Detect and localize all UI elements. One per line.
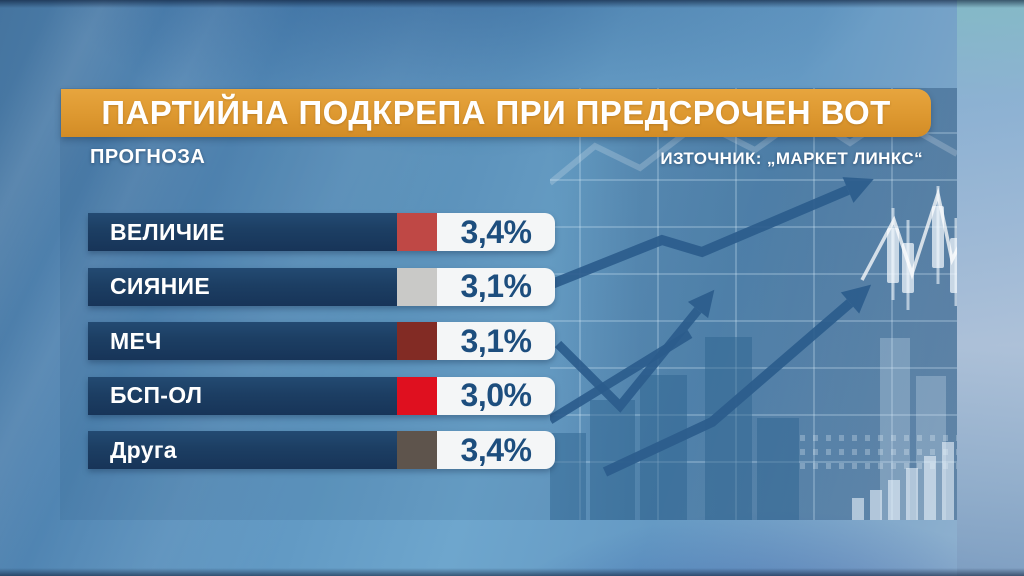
result-row-velichie: ВЕЛИЧИЕ 3,4% [88, 213, 555, 251]
value-label: 3,1% [460, 268, 532, 304]
party-label: МЕЧ [110, 327, 162, 354]
party-name-bar: БСП-ОЛ [88, 376, 397, 415]
party-name-bar: ВЕЛИЧИЕ [88, 213, 397, 251]
value-label: 3,1% [460, 322, 532, 359]
value-box: 3,0% [437, 376, 555, 415]
forecast-label: ПРОГНОЗА [90, 146, 206, 168]
party-color-swatch [397, 267, 437, 306]
party-color-swatch [397, 213, 437, 251]
party-label: Друга [110, 436, 177, 463]
title-bar: ПАРТИЙНА ПОДКРЕПА ПРИ ПРЕДСРОЧЕН ВОТ [61, 89, 931, 137]
result-row-mech: МЕЧ 3,1% [88, 322, 555, 360]
party-name-bar: СИЯНИЕ [88, 267, 397, 306]
value-box: 3,4% [437, 213, 555, 251]
bottom-edge-shadow [0, 568, 1024, 576]
result-row-bsp-ol: БСП-ОЛ 3,0% [88, 376, 555, 415]
top-edge-shadow [0, 0, 1024, 8]
party-label: БСП-ОЛ [110, 382, 203, 408]
value-box: 3,1% [437, 322, 555, 360]
results-list: ВЕЛИЧИЕ 3,4% СИЯНИЕ 3,1% МЕЧ 3,1% [88, 213, 555, 469]
party-color-swatch [397, 322, 437, 360]
party-name-bar: МЕЧ [88, 322, 397, 360]
party-color-swatch [397, 431, 437, 469]
result-row-siyanie: СИЯНИЕ 3,1% [88, 267, 555, 306]
value-box: 3,1% [437, 267, 555, 306]
page-title: ПАРТИЙНА ПОДКРЕПА ПРИ ПРЕДСРОЧЕН ВОТ [101, 94, 891, 131]
party-label: СИЯНИЕ [110, 273, 210, 299]
party-name-bar: Друга [88, 431, 397, 469]
background-chart-graphic [550, 88, 957, 520]
value-box: 3,4% [437, 431, 555, 469]
value-label: 3,4% [460, 431, 532, 468]
source-label: ИЗТОЧНИК: „МАРКЕТ ЛИНКС“ [660, 149, 923, 168]
party-color-swatch [397, 376, 437, 415]
result-row-druga: Друга 3,4% [88, 431, 555, 469]
background-right-band [957, 0, 1024, 576]
value-label: 3,0% [460, 377, 532, 413]
party-label: ВЕЛИЧИЕ [110, 218, 225, 245]
stock-chart-illustration [550, 88, 957, 520]
value-label: 3,4% [460, 213, 532, 250]
